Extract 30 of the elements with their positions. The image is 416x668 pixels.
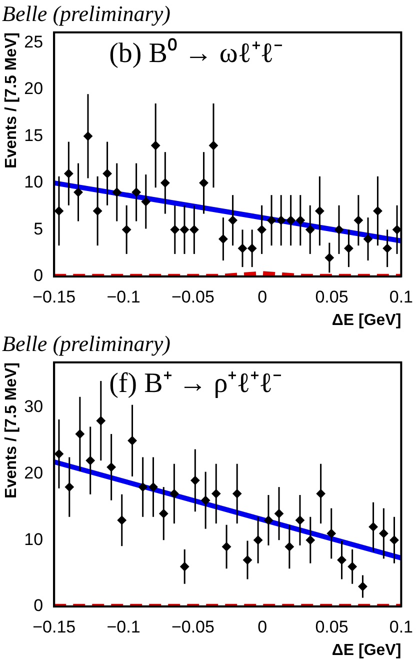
- x-axis-title: ΔE [GeV]: [332, 642, 402, 659]
- x-tick-label: −0.05: [171, 287, 214, 306]
- chart-title: Belle (preliminary): [2, 0, 170, 26]
- y-tick-label: 10: [24, 172, 44, 192]
- y-tick-label: 20: [24, 463, 44, 482]
- y-tick-label: 5: [34, 219, 44, 238]
- x-tick-label: 0.05: [315, 617, 348, 636]
- x-tick-label: −0.15: [32, 287, 76, 306]
- y-axis-title: Events / [7.5 MeV]: [3, 32, 20, 168]
- x-tick-label: −0.15: [32, 617, 76, 636]
- y-tick-label: 10: [24, 530, 44, 549]
- y-tick-label: 20: [24, 79, 44, 98]
- x-tick-label: 0.1: [389, 287, 414, 306]
- x-axis-title: ΔE [GeV]: [332, 312, 402, 329]
- x-tick-label: 0.05: [315, 287, 348, 306]
- x-tick-label: 0.1: [389, 617, 414, 636]
- y-tick-label: 15: [24, 126, 44, 145]
- x-tick-label: −0.1: [106, 617, 140, 636]
- y-tick-label: 25: [24, 32, 44, 52]
- chart-title: Belle (preliminary): [2, 330, 170, 356]
- x-tick-label: 0: [258, 617, 268, 636]
- x-tick-label: 0: [258, 287, 268, 306]
- y-tick-label: 0: [34, 596, 44, 616]
- x-tick-label: −0.05: [171, 617, 214, 636]
- annotation: (b) B⁰ → ωℓ⁺ℓ⁻: [109, 38, 283, 69]
- y-axis-title: Events / [7.5 MeV]: [3, 362, 20, 498]
- y-tick-label: 0: [34, 266, 44, 286]
- annotation: (f) B⁺ → ρ⁺ℓ⁺ℓ⁻: [109, 368, 282, 399]
- x-tick-label: −0.1: [106, 287, 140, 306]
- y-tick-label: 30: [24, 397, 44, 416]
